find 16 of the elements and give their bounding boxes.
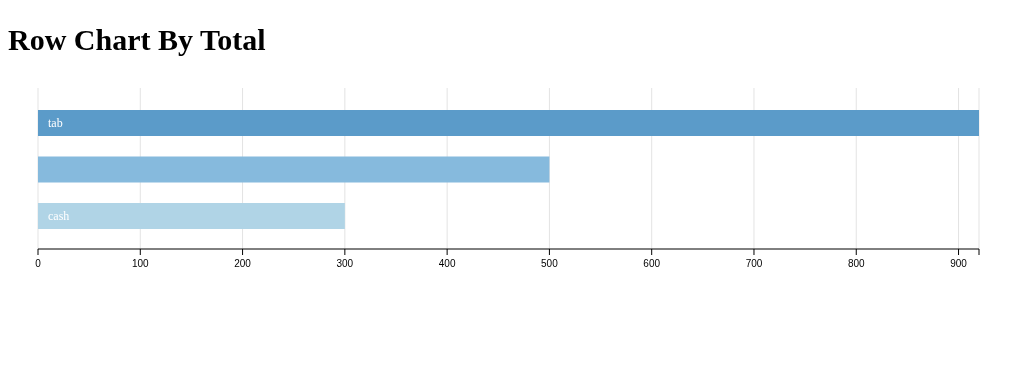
y-tick-label: cash <box>48 209 70 223</box>
chart-title: Row Chart By Total <box>8 23 266 56</box>
bar <box>38 110 979 136</box>
x-tick-label: 300 <box>336 258 354 269</box>
x-tick-label: 700 <box>745 258 763 269</box>
x-tick-label: 100 <box>131 258 150 269</box>
x-tick-label: 800 <box>847 258 866 269</box>
x-tick-label: 900 <box>950 258 968 269</box>
x-tick-label: 0 <box>35 258 42 269</box>
y-tick-label: tab <box>48 116 63 130</box>
bar <box>38 203 345 229</box>
x-tick-label: 200 <box>234 258 252 269</box>
x-tick-label: 600 <box>643 258 661 269</box>
x-tick-label: 500 <box>541 258 559 269</box>
bar <box>38 156 550 183</box>
x-tick-label: 400 <box>438 258 456 269</box>
